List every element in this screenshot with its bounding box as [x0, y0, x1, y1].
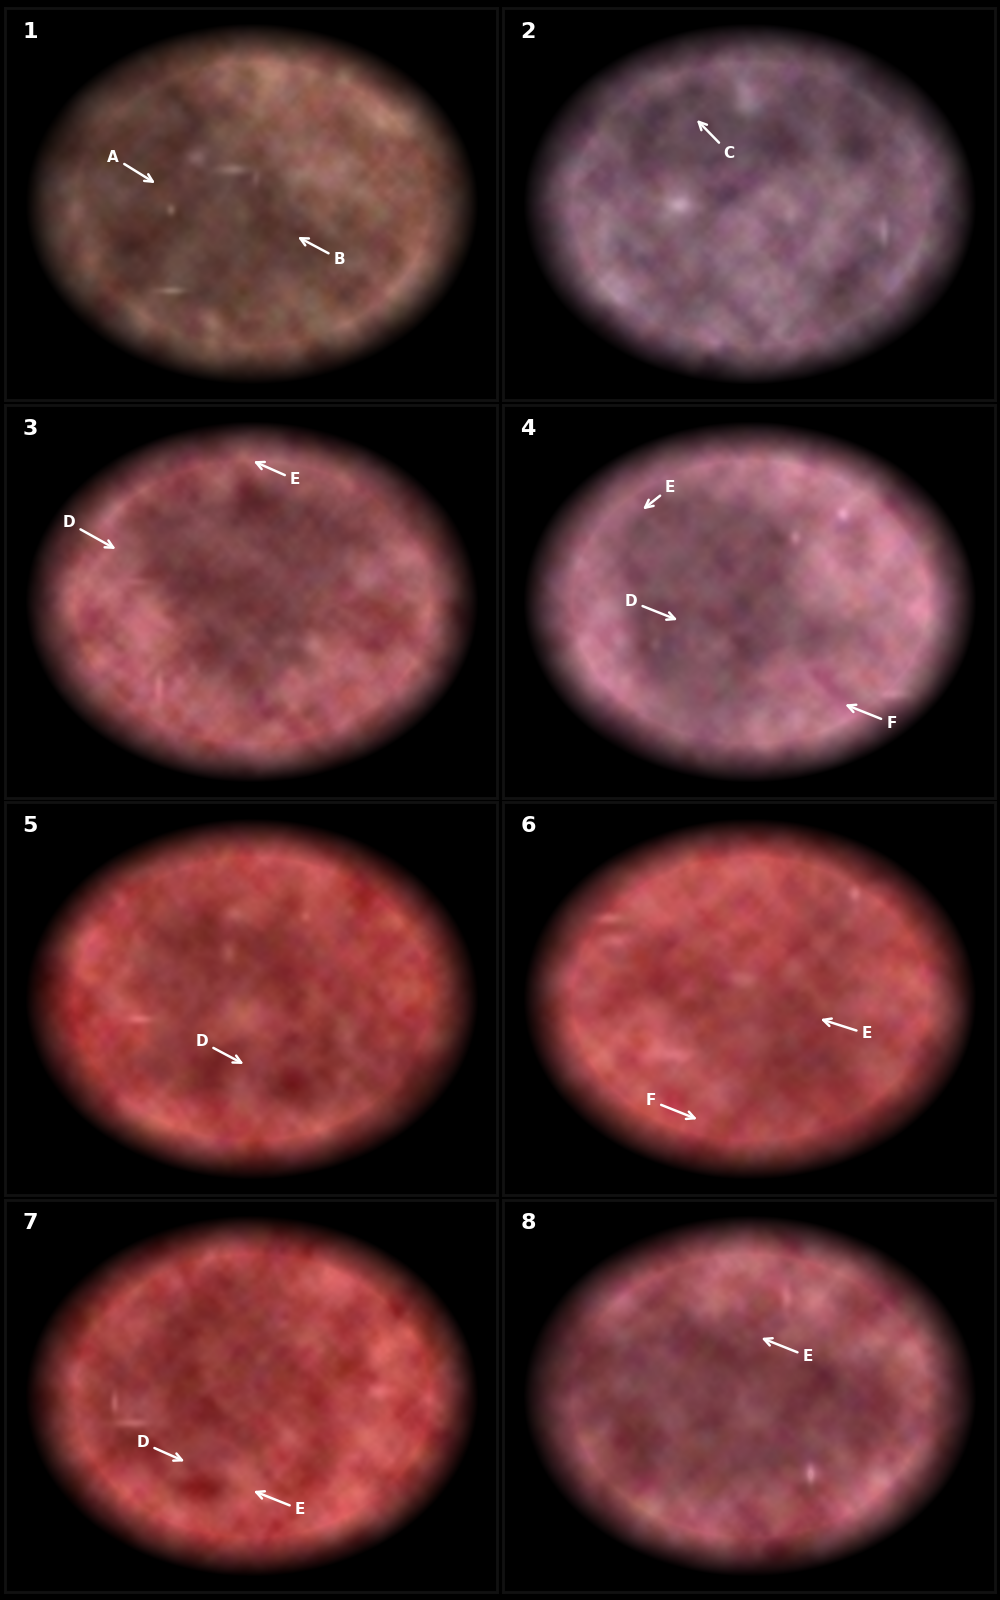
Text: 5: 5 — [22, 816, 38, 837]
Text: A: A — [107, 150, 153, 182]
Text: F: F — [848, 704, 897, 731]
Text: 2: 2 — [520, 22, 536, 42]
Text: E: E — [823, 1019, 872, 1042]
Text: E: E — [645, 480, 675, 507]
Text: B: B — [300, 238, 345, 267]
Text: 1: 1 — [22, 22, 38, 42]
Text: 4: 4 — [520, 419, 536, 438]
Text: C: C — [699, 122, 735, 160]
Text: 6: 6 — [520, 816, 536, 837]
Text: D: D — [625, 594, 675, 619]
Text: D: D — [136, 1435, 182, 1461]
Text: D: D — [196, 1034, 241, 1062]
Text: E: E — [256, 1491, 305, 1517]
Text: 7: 7 — [22, 1213, 38, 1234]
Text: F: F — [645, 1093, 695, 1118]
Text: E: E — [764, 1338, 813, 1365]
Text: 8: 8 — [520, 1213, 536, 1234]
Text: D: D — [63, 515, 113, 547]
Text: E: E — [256, 462, 300, 488]
Text: 3: 3 — [22, 419, 38, 438]
